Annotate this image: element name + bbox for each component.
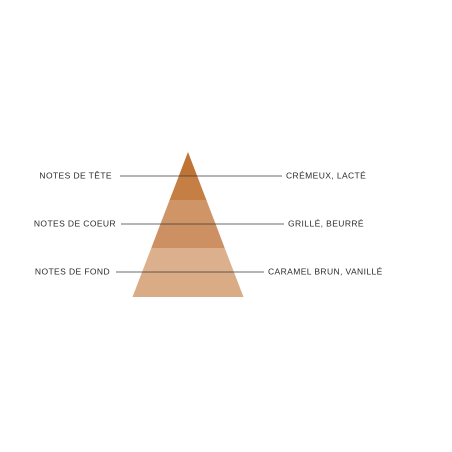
tier-label: NOTES DE TÊTE xyxy=(39,170,112,180)
tier-notes: CARAMEL BRUN, VANILLÉ xyxy=(268,266,383,276)
tier-label: NOTES DE COEUR xyxy=(34,218,116,228)
pyramid-stripe xyxy=(160,200,216,224)
pyramid-stripe xyxy=(132,272,244,297)
pyramid-stripe xyxy=(178,152,198,176)
tier-label: NOTES DE FOND xyxy=(35,266,110,276)
pyramid-stripe xyxy=(142,248,234,272)
pyramid xyxy=(132,152,244,297)
pyramid-stripe xyxy=(151,224,225,248)
pyramid-stripe xyxy=(169,176,207,200)
tier-notes: CRÉMEUX, LACTÉ xyxy=(286,170,366,180)
tier-notes: GRILLÉ, BEURRÉ xyxy=(288,218,364,228)
